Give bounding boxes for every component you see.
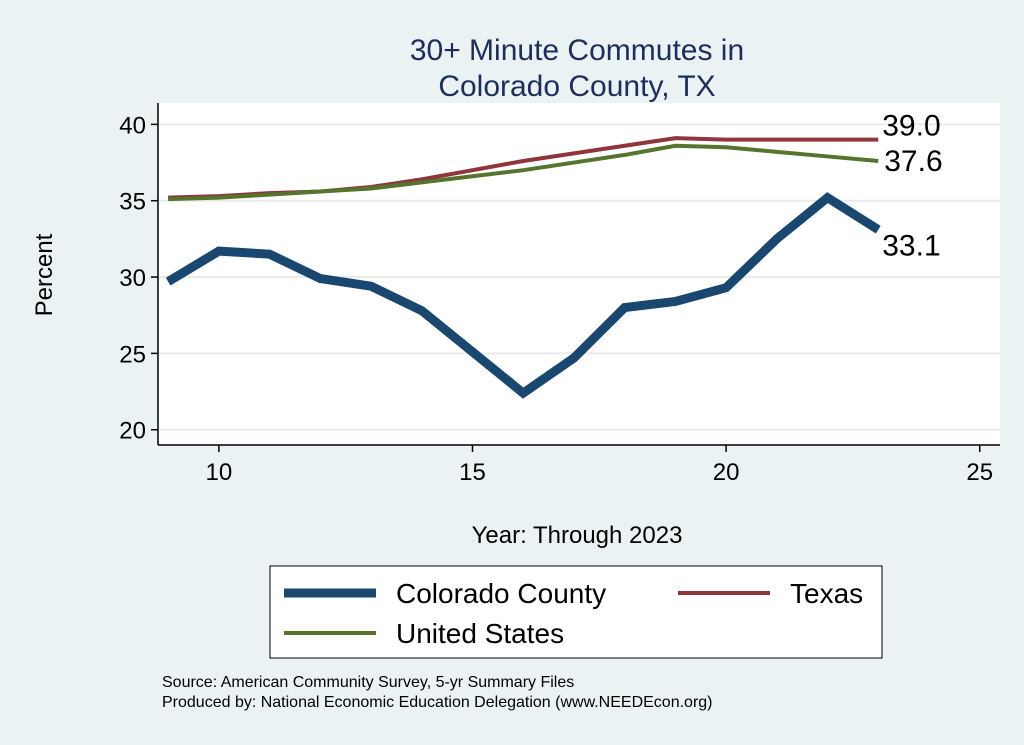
- source-note: Source: American Community Survey, 5-yr …: [162, 674, 574, 691]
- legend-label-united-states: United States: [396, 618, 564, 649]
- x-tick-label: 20: [713, 459, 740, 486]
- chart-title-line-1: 30+ Minute Commutes in: [410, 34, 744, 67]
- y-axis-label: Percent: [31, 233, 58, 316]
- legend: Colorado County Texas United States: [269, 565, 883, 659]
- x-tick-label: 15: [459, 459, 486, 486]
- chart-title-line-2: Colorado County, TX: [438, 70, 715, 103]
- legend-label-colorado-county: Colorado County: [396, 578, 606, 609]
- y-tick-label: 35: [119, 189, 146, 216]
- end-label-colorado-county: 33.1: [882, 230, 940, 263]
- y-tick-label: 30: [119, 265, 146, 292]
- y-tick-label: 20: [119, 418, 146, 445]
- y-tick-label: 40: [119, 112, 146, 139]
- end-label-united-states: 37.6: [884, 145, 942, 178]
- legend-label-texas: Texas: [790, 578, 863, 609]
- y-tick-label: 25: [119, 341, 146, 368]
- x-axis-label: Year: Through 2023: [472, 522, 683, 549]
- x-tick-label: 10: [206, 459, 233, 486]
- x-tick-label: 25: [966, 459, 993, 486]
- producer-note: Produced by: National Economic Education…: [162, 694, 713, 711]
- end-label-texas: 39.0: [882, 110, 940, 143]
